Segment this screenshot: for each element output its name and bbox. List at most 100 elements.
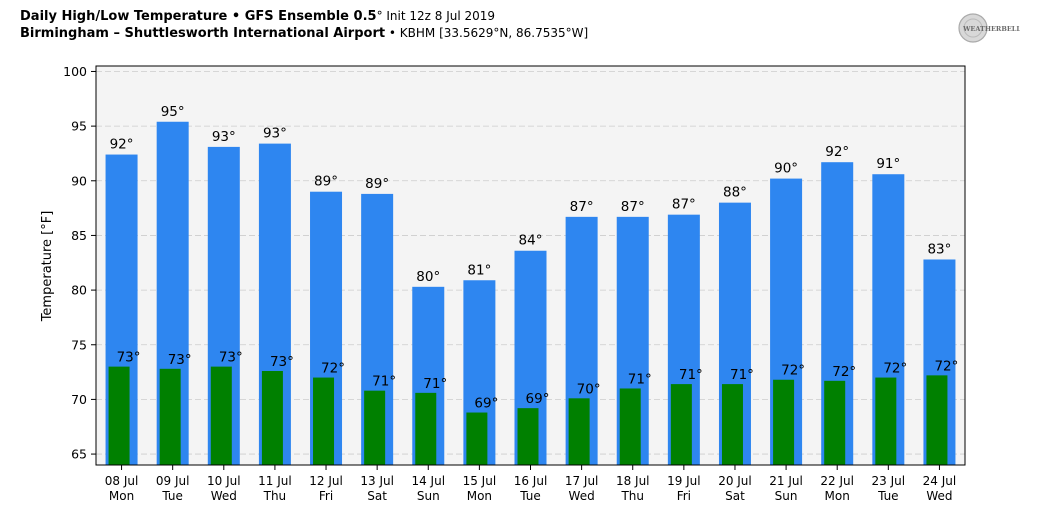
low-temp-label: 72° xyxy=(321,361,345,377)
x-tick-date: 23 Jul xyxy=(872,474,906,488)
x-tick-day: Wed xyxy=(569,489,595,503)
x-tick-date: 18 Jul xyxy=(616,474,650,488)
low-temp-bar xyxy=(466,412,488,465)
high-temp-label: 87° xyxy=(672,197,696,213)
low-temp-label: 73° xyxy=(168,352,192,368)
high-temp-label: 93° xyxy=(263,126,287,142)
low-temp-label: 71° xyxy=(423,376,447,392)
x-tick-date: 13 Jul xyxy=(360,474,394,488)
x-tick-day: Mon xyxy=(467,489,492,503)
x-tick-day: Fri xyxy=(677,489,691,503)
high-temp-label: 89° xyxy=(365,176,389,192)
low-temp-bar xyxy=(619,388,641,465)
low-temp-label: 69° xyxy=(526,391,550,407)
low-temp-label: 72° xyxy=(934,358,958,374)
x-tick-day: Tue xyxy=(161,489,183,503)
x-tick-date: 10 Jul xyxy=(207,474,241,488)
chart-subtitle: Birmingham – Shuttlesworth International… xyxy=(20,25,588,42)
y-tick-label: 80 xyxy=(71,283,87,298)
chart-title: Daily High/Low Temperature • GFS Ensembl… xyxy=(20,8,588,25)
low-temp-bar xyxy=(364,390,386,465)
x-tick-day: Sun xyxy=(775,489,798,503)
low-temp-label: 73° xyxy=(219,350,243,366)
y-tick-label: 65 xyxy=(71,447,87,462)
high-temp-label: 89° xyxy=(314,174,338,190)
low-temp-label: 72° xyxy=(883,361,907,377)
plot-frame xyxy=(95,65,966,466)
x-tick-day: Tue xyxy=(519,489,541,503)
high-temp-label: 92° xyxy=(825,144,849,160)
subtitle-coords: • KBHM [33.5629°N, 86.7535°W] xyxy=(385,26,589,40)
logo-text: WEATHERBELL xyxy=(962,25,1020,33)
low-temp-label: 71° xyxy=(679,367,703,383)
high-temp-label: 88° xyxy=(723,185,747,201)
x-tick-day: Mon xyxy=(109,489,134,503)
low-temp-bar xyxy=(926,375,948,465)
x-tick-day: Tue xyxy=(877,489,899,503)
title-main: Daily High/Low Temperature • GFS Ensembl… xyxy=(20,9,377,24)
low-temp-bar xyxy=(159,368,181,465)
x-tick-day: Wed xyxy=(926,489,952,503)
high-temp-label: 81° xyxy=(467,262,491,278)
low-temp-bar xyxy=(517,408,539,465)
low-temp-bar xyxy=(108,366,130,465)
y-tick-label: 75 xyxy=(71,337,87,352)
bar-series xyxy=(105,121,956,466)
low-temp-label: 71° xyxy=(372,374,396,390)
low-temp-label: 69° xyxy=(474,396,498,412)
x-tick-day: Mon xyxy=(825,489,850,503)
low-temp-label: 70° xyxy=(577,381,601,397)
low-temp-bar xyxy=(773,379,795,465)
title-init: Init 12z 8 Jul 2019 xyxy=(382,9,496,23)
y-tick-label: 90 xyxy=(71,173,87,188)
subtitle-station: Birmingham – Shuttlesworth International… xyxy=(20,26,386,41)
y-tick-label: 70 xyxy=(71,392,87,407)
x-tick-date: 08 Jul xyxy=(105,474,139,488)
x-tick-date: 11 Jul xyxy=(258,474,292,488)
low-temp-bar xyxy=(261,370,283,465)
y-axis-label: Temperature [°F] xyxy=(40,211,55,323)
low-temp-label: 71° xyxy=(628,371,652,387)
low-temp-bar xyxy=(415,392,437,465)
x-tick-day: Thu xyxy=(620,489,644,503)
low-temp-label: 73° xyxy=(117,350,141,366)
x-tick-date: 19 Jul xyxy=(667,474,701,488)
high-temp-label: 83° xyxy=(927,241,951,257)
low-temp-bar xyxy=(210,366,232,465)
chart-header: Daily High/Low Temperature • GFS Ensembl… xyxy=(20,8,588,42)
x-tick-day: Sun xyxy=(417,489,440,503)
low-temp-bar xyxy=(824,380,846,465)
high-temp-label: 87° xyxy=(570,199,594,215)
high-temp-label: 95° xyxy=(161,104,185,120)
weatherbell-logo-icon: WEATHERBELL xyxy=(958,13,1020,43)
low-temp-label: 72° xyxy=(781,363,805,379)
low-temp-bar xyxy=(875,377,897,465)
x-tick-date: 24 Jul xyxy=(923,474,957,488)
y-axis: 65 70 75 80 85 90 95 100 xyxy=(63,64,96,462)
y-tick-label: 100 xyxy=(63,64,87,79)
high-temp-label: 84° xyxy=(519,233,543,249)
high-temp-label: 92° xyxy=(110,137,134,153)
low-temp-label: 73° xyxy=(270,354,294,370)
title-degree: ° xyxy=(376,9,383,23)
x-tick-date: 09 Jul xyxy=(156,474,190,488)
low-temp-bar xyxy=(313,377,335,465)
x-tick-day: Sat xyxy=(725,489,745,503)
value-labels: 92° 73° 95° 73° 93° 73° 93° 73° 89° 72° 89° 71° 80° 7… xyxy=(110,104,959,412)
low-temp-bar xyxy=(670,384,692,465)
x-tick-day: Wed xyxy=(211,489,237,503)
x-tick-date: 15 Jul xyxy=(463,474,497,488)
x-tick-date: 20 Jul xyxy=(718,474,752,488)
low-temp-label: 71° xyxy=(730,367,754,383)
x-tick-date: 21 Jul xyxy=(769,474,803,488)
x-tick-date: 12 Jul xyxy=(309,474,343,488)
x-tick-date: 14 Jul xyxy=(411,474,445,488)
y-tick-label: 85 xyxy=(71,228,87,243)
high-temp-label: 91° xyxy=(876,156,900,172)
high-temp-label: 87° xyxy=(621,199,645,215)
low-temp-bar xyxy=(721,384,743,465)
x-tick-date: 17 Jul xyxy=(565,474,599,488)
high-temp-label: 80° xyxy=(416,269,440,285)
